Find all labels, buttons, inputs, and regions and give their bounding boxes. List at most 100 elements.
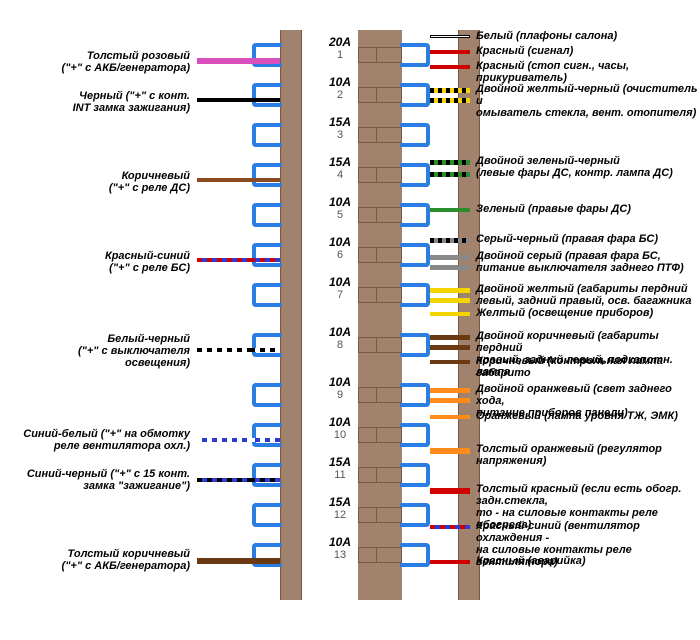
fuse-number: 10 [310, 429, 370, 441]
fuse-number: 12 [310, 509, 370, 521]
fuse-amp-label: 10A [310, 375, 370, 389]
wire-label-left: Белый-черный ("+" с выключателя освещени… [30, 333, 190, 369]
fuse-amp-label: 20A [310, 35, 370, 49]
wire-label-right: Коричневый (контрольная лампа габарито [476, 355, 698, 379]
fuse-number: 4 [310, 169, 370, 181]
wire-stub-left [250, 558, 280, 564]
wire-label-left: Черный ("+" с конт. INT замка зажигания) [30, 90, 190, 114]
wire-label-left: Красный-синий ("+" с реле БС) [30, 250, 190, 274]
fuse-bracket-right [400, 83, 430, 107]
wire-stub-left [250, 258, 280, 262]
fuse-tab [376, 547, 402, 563]
fuse-bracket-right [400, 543, 430, 567]
fuse-bracket-right [400, 243, 430, 267]
wire-label-right: Желтый (освещение приборов) [476, 307, 698, 319]
fuse-tab [376, 427, 402, 443]
wire-right [430, 255, 470, 260]
wire-label-right: Красный (стоп сигн., часы, прикуриватель… [476, 60, 698, 84]
wire-left [197, 178, 252, 182]
wire-right [430, 288, 470, 293]
wire-label-right: Красный (аварийка) [476, 555, 698, 567]
wire-stub-left [250, 178, 280, 182]
fuse-tab [376, 127, 402, 143]
fuse-tab [376, 167, 402, 183]
fuse-bracket-left [252, 163, 282, 187]
wire-right [430, 88, 470, 93]
fuse-amp-label: 10A [310, 415, 370, 429]
fuse-bracket-right [400, 423, 430, 447]
fuse-bracket-left [252, 463, 282, 487]
fuse-bracket-right [400, 123, 430, 147]
wire-label-right: Двойной желтый (габариты пердний левый, … [476, 283, 698, 307]
fuse-number: 9 [310, 389, 370, 401]
wire-label-right: Зеленый (правые фары ДС) [476, 203, 698, 215]
wire-right [430, 488, 470, 494]
wire-stub-left [250, 98, 280, 102]
wire-label-right: Оранжевый (лампа уровня ТЖ, ЭМК) [476, 410, 698, 422]
fuse-tab [376, 87, 402, 103]
wire-right [430, 345, 470, 350]
wire-left [197, 258, 252, 262]
fuse-bracket-right [400, 503, 430, 527]
wire-stub-left [250, 348, 280, 352]
fuse-number: 13 [310, 549, 370, 561]
wire-right [430, 388, 470, 393]
wire-left [197, 348, 252, 352]
fuse-bracket-left [252, 123, 282, 147]
fuse-amp-label: 15A [310, 115, 370, 129]
fuse-number: 1 [310, 49, 370, 61]
fuse-amp-label: 15A [310, 155, 370, 169]
fuse-amp-label: 15A [310, 455, 370, 469]
fuse-tab [376, 387, 402, 403]
wire-left [197, 558, 252, 564]
wire-right [430, 65, 470, 69]
wire-label-right: Двойной серый (правая фара БС, питание в… [476, 250, 698, 274]
fuse-amp-label: 10A [310, 325, 370, 339]
fuse-tab [376, 247, 402, 263]
fuse-bracket-left [252, 83, 282, 107]
wire-right [430, 238, 470, 243]
fuse-bracket-left [252, 503, 282, 527]
fuse-number: 5 [310, 209, 370, 221]
fuse-bracket-right [400, 383, 430, 407]
fuse-bracket-left [252, 203, 282, 227]
wire-right [430, 298, 470, 303]
wire-right [430, 265, 470, 270]
wire-stub-left [250, 478, 280, 482]
wire-right [430, 398, 470, 403]
fuse-tab [376, 207, 402, 223]
wire-label-left: Толстый коричневый ("+" с АКБ/генератора… [0, 548, 190, 572]
fuse-tab [376, 337, 402, 353]
fuse-bracket-right [400, 283, 430, 307]
wire-label-left: Синий-черный ("+" с 15 конт. замка "зажи… [0, 468, 190, 492]
fuse-bracket-left [252, 333, 282, 357]
wire-label-right: Двойной зеленый-черный (левые фары ДС, к… [476, 155, 698, 179]
wire-label-right: Красный (сигнал) [476, 45, 698, 57]
fuse-number: 8 [310, 339, 370, 351]
fuse-amp-label: 10A [310, 75, 370, 89]
fuse-number: 6 [310, 249, 370, 261]
fuse-bracket-right [400, 43, 430, 67]
fuse-bracket-right [400, 203, 430, 227]
fuse-amp-label: 15A [310, 495, 370, 509]
wire-left [197, 478, 252, 482]
wire-right [430, 525, 470, 529]
wire-right [430, 98, 470, 103]
fuse-amp-label: 10A [310, 535, 370, 549]
wire-label-right: Белый (плафоны салона) [476, 30, 698, 42]
wire-right [430, 560, 470, 564]
fuse-amp-label: 10A [310, 275, 370, 289]
wire-label-left: Коричневый ("+" с реле ДС) [30, 170, 190, 194]
wire-right [430, 160, 470, 165]
wire-right [430, 35, 470, 38]
fuse-bracket-right [400, 333, 430, 357]
fuse-tab [376, 287, 402, 303]
wire-label-right: Толстый оранжевый (регулятор напряжения) [476, 443, 698, 467]
fuse-amp-label: 10A [310, 195, 370, 209]
fuse-tab [376, 467, 402, 483]
wire-label-right: Серый-черный (правая фара БС) [476, 233, 698, 245]
fuse-number: 11 [310, 469, 370, 481]
wire-right [430, 360, 470, 364]
fuse-amp-label: 10A [310, 235, 370, 249]
wire-right [430, 335, 470, 340]
